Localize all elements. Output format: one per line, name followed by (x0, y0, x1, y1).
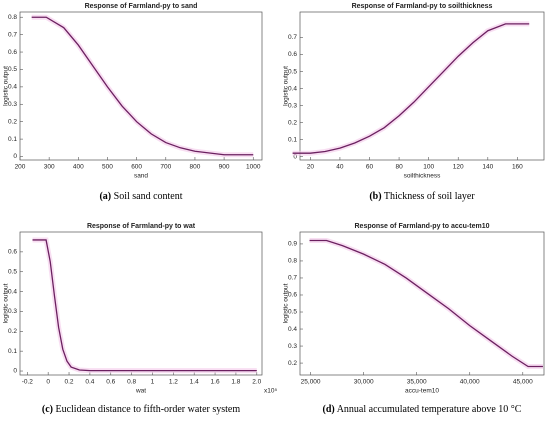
y-tick-label: 0.8 (8, 14, 17, 21)
x-tick-label: 0.6 (106, 379, 115, 386)
plot-area (299, 11, 545, 161)
y-tick-label: 0.5 (288, 68, 297, 75)
x-tick-label: 120 (453, 164, 464, 171)
y-tick-label: 0.5 (288, 309, 297, 316)
caption-text: Thickness of soil layer (384, 191, 475, 202)
chart-title: Response of Farmland-py to sand (85, 3, 198, 10)
x-tick-label: 60 (366, 164, 374, 171)
caption-text: Annual accumulated temperature above 10 … (337, 404, 522, 415)
x-tick-label: 2.0 (252, 379, 261, 386)
x-tick-label: 500 (102, 164, 113, 171)
x-tick-label: 400 (73, 164, 84, 171)
y-tick-label: 0.3 (288, 102, 297, 109)
y-axis-label: logistic output (3, 66, 10, 106)
y-tick-label: 0.5 (8, 66, 17, 73)
response-line (31, 16, 254, 156)
y-tick-label: 0.1 (288, 136, 297, 143)
x-tick-label: 1.4 (190, 379, 199, 386)
chart-title: Response of Farmland-py to accu-tem10 (355, 223, 490, 230)
plot-area (19, 231, 263, 376)
x-multiplier: x10⁵ (264, 388, 277, 395)
y-tick-label: 0.6 (8, 49, 17, 56)
x-tick-label: 0.8 (127, 379, 136, 386)
y-tick-label: 0.3 (8, 101, 17, 108)
caption-label: (c) (42, 404, 53, 415)
x-tick-label: 140 (482, 164, 493, 171)
caption-label: (a) (99, 191, 111, 202)
y-tick-label: 0.4 (288, 326, 297, 333)
caption-label: (b) (369, 191, 381, 202)
caption-label: (d) (323, 404, 335, 415)
x-axis-label: soilthickness (404, 173, 442, 180)
x-tick-label: -0.2 (22, 379, 34, 386)
y-axis-label: logistic output (3, 283, 10, 323)
chart-title: Response of Farmland-py to wat (87, 223, 196, 230)
x-tick-label: 200 (15, 164, 26, 171)
x-tick-label: 900 (219, 164, 230, 171)
y-tick-label: 0.2 (8, 118, 17, 125)
y-tick-label: 0 (293, 153, 297, 160)
y-tick-label: 0.4 (288, 85, 297, 92)
x-tick-label: 20 (307, 164, 315, 171)
x-tick-label: 30,000 (354, 379, 374, 386)
y-tick-label: 0.1 (8, 348, 17, 355)
response-line (32, 239, 257, 372)
caption: (c) Euclidean distance to fifth-order wa… (42, 404, 240, 415)
y-tick-label: 0.4 (8, 84, 17, 91)
x-tick-label: 1 (151, 379, 155, 386)
x-tick-label: 0.2 (65, 379, 74, 386)
y-tick-label: 0.7 (288, 275, 297, 282)
x-axis-label: accu-tem10 (405, 388, 439, 395)
x-tick-label: 0 (46, 379, 50, 386)
plot-area (19, 11, 263, 161)
y-tick-label: 0.6 (8, 249, 17, 256)
y-tick-label: 0.7 (8, 31, 17, 38)
x-tick-label: 160 (512, 164, 523, 171)
x-tick-label: 1000 (246, 164, 261, 171)
response-line (292, 23, 530, 154)
y-tick-label: 0.6 (288, 51, 297, 58)
response-line (309, 239, 543, 368)
x-tick-label: 40 (336, 164, 344, 171)
x-tick-label: 35,000 (407, 379, 427, 386)
y-tick-label: 0.1 (8, 136, 17, 143)
x-tick-label: 700 (160, 164, 171, 171)
caption: (b) Thickness of soil layer (369, 191, 475, 202)
x-tick-label: 40,000 (460, 379, 480, 386)
y-tick-label: 0 (13, 368, 17, 375)
chart-title: Response of Farmland-py to soilthickness (352, 3, 493, 10)
x-tick-label: 800 (190, 164, 201, 171)
y-tick-label: 0.4 (8, 288, 17, 295)
y-tick-label: 0.3 (8, 308, 17, 315)
x-tick-label: 1.2 (169, 379, 178, 386)
y-tick-label: 0 (13, 153, 17, 160)
x-tick-label: 300 (44, 164, 55, 171)
y-tick-label: 0.9 (288, 241, 297, 248)
y-axis-label: logistic output (283, 283, 290, 323)
y-tick-label: 0.2 (8, 328, 17, 335)
x-tick-label: 0.4 (85, 379, 94, 386)
x-tick-label: 1.8 (231, 379, 240, 386)
x-tick-label: 100 (423, 164, 434, 171)
x-tick-label: 1.6 (211, 379, 220, 386)
y-tick-label: 0.3 (288, 343, 297, 350)
y-axis-label: logistic output (283, 66, 290, 106)
y-tick-label: 0.5 (8, 268, 17, 275)
x-axis-label: sand (134, 173, 148, 180)
y-tick-label: 0.2 (288, 360, 297, 367)
x-tick-label: 45,000 (513, 379, 533, 386)
y-tick-label: 0.7 (288, 34, 297, 41)
caption: (d) Annual accumulated temperature above… (323, 404, 522, 415)
caption-text: Soil sand content (114, 191, 183, 202)
y-tick-label: 0.6 (288, 292, 297, 299)
x-tick-label: 25,000 (301, 379, 321, 386)
x-tick-label: 80 (395, 164, 403, 171)
y-tick-label: 0.2 (288, 119, 297, 126)
caption-text: Euclidean distance to fifth-order water … (55, 404, 240, 415)
x-tick-label: 600 (131, 164, 142, 171)
y-tick-label: 0.8 (288, 258, 297, 265)
caption: (a) Soil sand content (99, 191, 182, 202)
x-axis-label: wat (135, 388, 146, 395)
